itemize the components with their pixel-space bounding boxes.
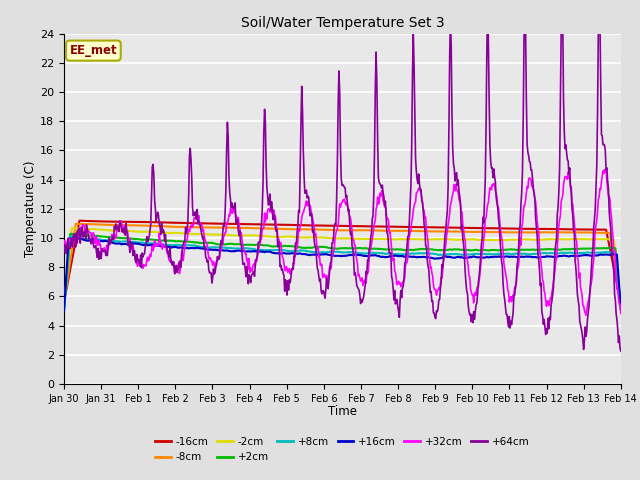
X-axis label: Time: Time [328,405,357,418]
Legend: -16cm, -8cm, -2cm, +2cm, +8cm, +16cm, +32cm, +64cm: -16cm, -8cm, -2cm, +2cm, +8cm, +16cm, +3… [150,433,534,467]
Title: Soil/Water Temperature Set 3: Soil/Water Temperature Set 3 [241,16,444,30]
Y-axis label: Temperature (C): Temperature (C) [24,160,37,257]
Text: EE_met: EE_met [70,44,117,57]
